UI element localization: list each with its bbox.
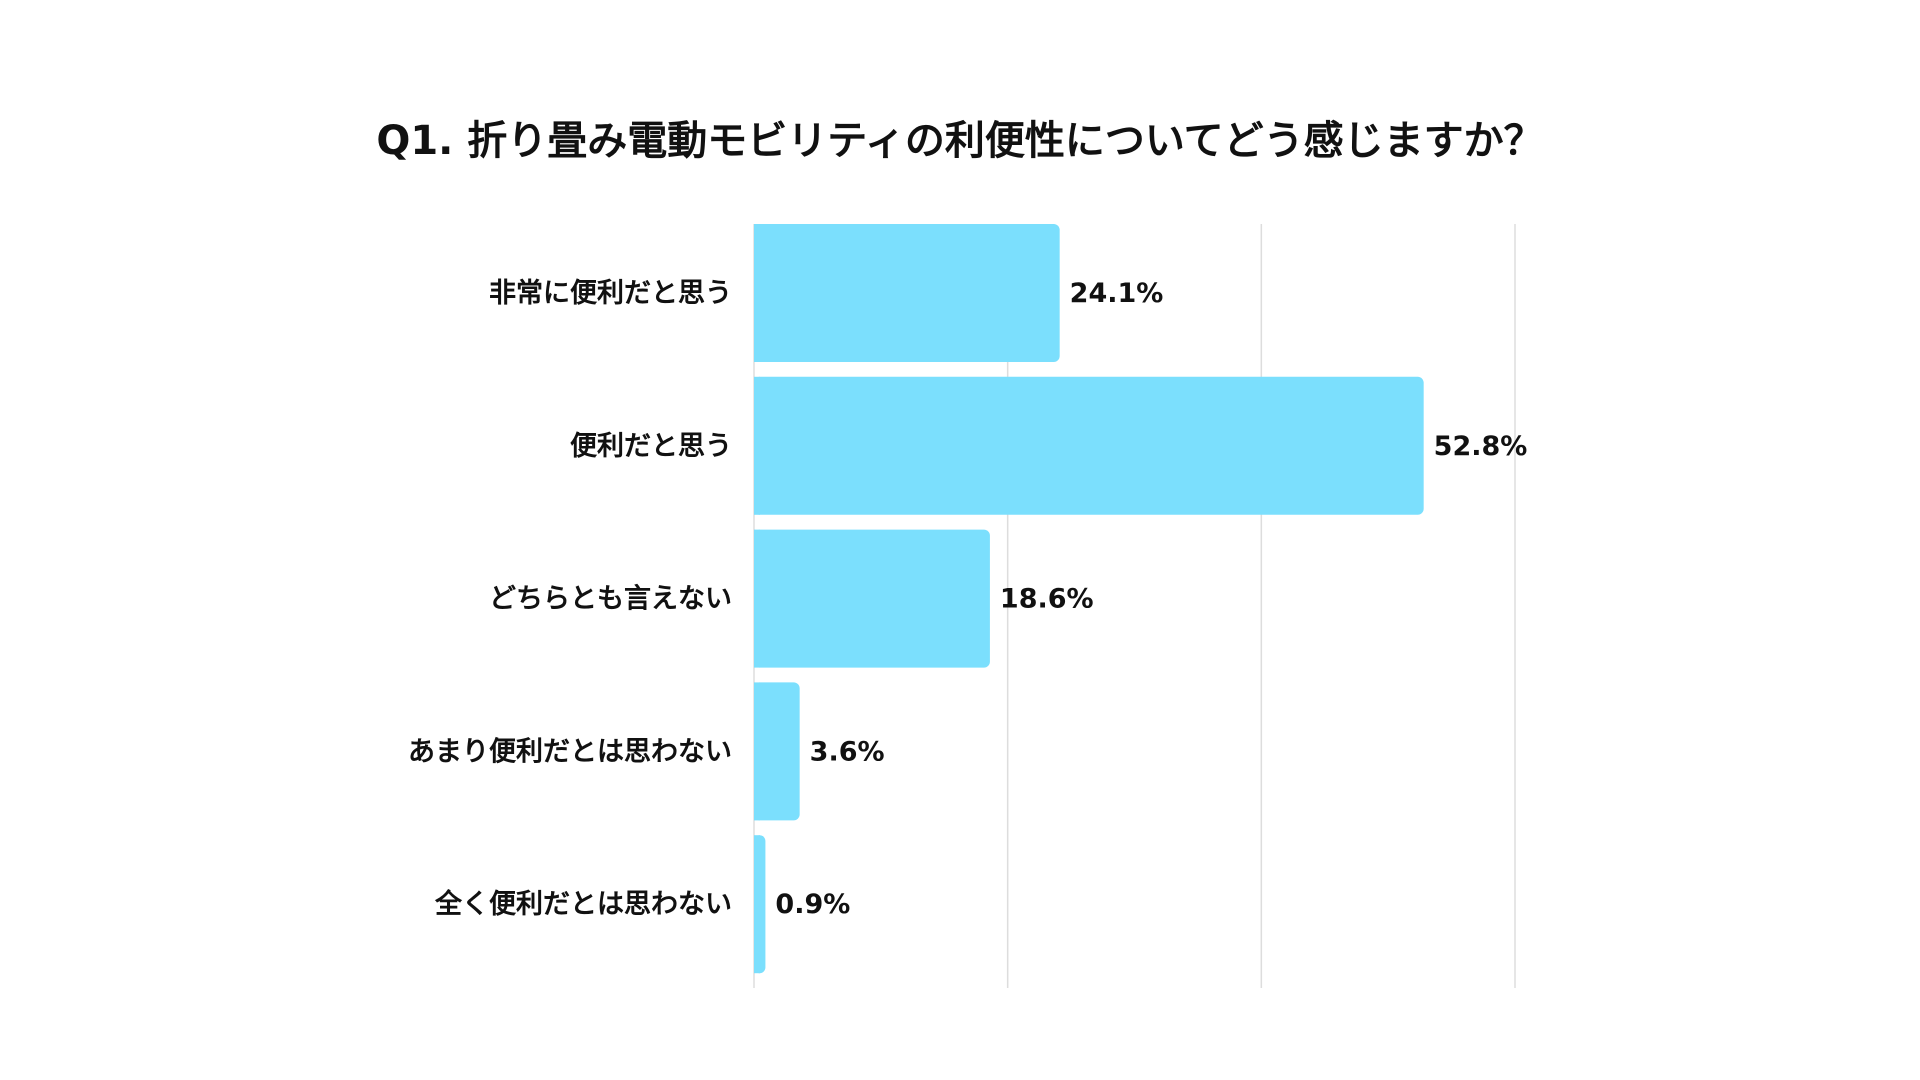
data-label: 24.1% (1070, 278, 1164, 309)
bar (754, 682, 800, 821)
chart-title: Q1. 折り畳み電動モビリティの利便性についてどう感じますか？ (376, 118, 1544, 164)
category-label: 全く便利だとは思わない (434, 888, 732, 920)
bar (754, 529, 990, 668)
bar-edge (754, 376, 760, 515)
bar-edge (754, 529, 760, 668)
category-label: 便利だと思う (570, 431, 732, 462)
data-label: 3.6% (810, 736, 885, 767)
category-label: どちらとも言えない (489, 584, 732, 615)
bar (754, 376, 1424, 515)
bar-edge (754, 835, 760, 974)
data-label: 18.6% (1000, 584, 1094, 615)
category-label: 非常に便利だと思う (489, 278, 732, 309)
data-label: 0.9% (775, 889, 850, 920)
category-label: あまり便利だとは思わない (408, 736, 732, 767)
bar-edge (754, 682, 760, 821)
bar-edge (754, 224, 760, 362)
data-label: 52.8% (1434, 431, 1528, 462)
bar (754, 224, 1060, 362)
